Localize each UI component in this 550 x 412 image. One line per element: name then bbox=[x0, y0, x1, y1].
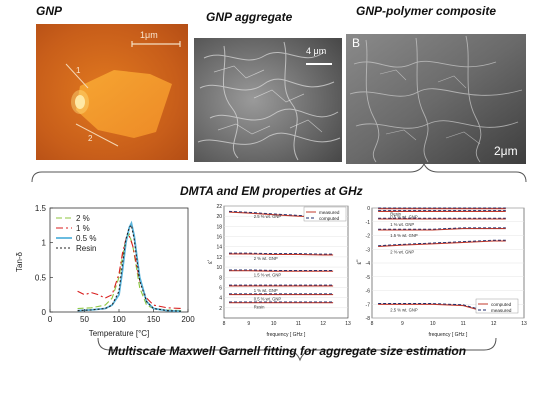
c2-legend-label: computed bbox=[319, 216, 340, 221]
c2-ytick-label: 20 bbox=[216, 214, 222, 220]
composite-title: GNP-polymer composite bbox=[356, 4, 497, 18]
c3-curve-label: 0.5 % wt. GNP bbox=[390, 214, 418, 219]
aggregate-title: GNP aggregate bbox=[206, 10, 293, 24]
c3-curve-label: 1.5 % wt. GNP bbox=[390, 233, 418, 238]
chart3-ylabel: ε'' bbox=[357, 260, 363, 265]
c2-series-line-b bbox=[229, 252, 334, 255]
c2-ytick-label: 4 bbox=[219, 296, 222, 302]
c3-ytick-label: -7 bbox=[366, 302, 371, 308]
c2-curve-label: Resin bbox=[254, 305, 265, 310]
c2-ytick-label: 12 bbox=[216, 255, 222, 261]
chart1-xtick-label: 0 bbox=[48, 315, 53, 324]
c2-legend-label: measured bbox=[319, 210, 340, 215]
c2-curve-label: 2 % wt. GNP bbox=[254, 256, 278, 261]
c3-ytick-label: -8 bbox=[366, 316, 371, 322]
chart2-xlabel: frequency [ GHz ] bbox=[267, 332, 307, 338]
c2-ytick-label: 22 bbox=[216, 204, 222, 210]
c3-ytick-label: -1 bbox=[366, 220, 371, 226]
c3-legend-box bbox=[475, 298, 519, 314]
c3-xtick-label: 9 bbox=[401, 321, 404, 327]
c3-ytick-label: -4 bbox=[366, 261, 371, 267]
c2-xtick-label: 10 bbox=[271, 321, 277, 327]
chart1-xtick-label: 200 bbox=[181, 315, 195, 324]
c2-ytick-label: 14 bbox=[216, 245, 222, 251]
chart1-plot-area bbox=[49, 207, 189, 313]
c2-curve-label: 0.5 % wt. GNP bbox=[254, 297, 282, 302]
aggregate-scalebar-label: 4 μm bbox=[306, 46, 327, 56]
epsilon-prime-chart: 2.5 % wt. GNP 2 % wt. GNP 1.5 % wt. GNP 1 %… bbox=[208, 204, 351, 338]
gnp-title: GNP bbox=[36, 4, 63, 18]
c2-curve-label: 1.5 % wt. GNP bbox=[254, 273, 282, 278]
c3-curve-label: Resin bbox=[390, 212, 401, 217]
chart1-ytick-label: 1 bbox=[42, 239, 47, 248]
composite-panel-letter: B bbox=[352, 36, 361, 50]
chart1-ytick-label: 0 bbox=[42, 308, 47, 317]
chart1-ylabel: Tan-δ bbox=[15, 251, 24, 272]
c3-legend-label: computed bbox=[491, 302, 512, 307]
sem-aggregate-image: 4 μm bbox=[194, 38, 342, 162]
afm-scalebar-label: 1μm bbox=[140, 30, 158, 40]
c3-ytick-label: 0 bbox=[367, 206, 370, 212]
c2-xtick-label: 11 bbox=[296, 321, 301, 327]
c2-ytick-label: 18 bbox=[216, 224, 222, 230]
c2-curve-label: 2.5 % wt. GNP bbox=[254, 214, 282, 219]
c3-xtick-label: 11 bbox=[461, 321, 466, 327]
c3-xtick-label: 13 bbox=[521, 321, 527, 327]
chart1-xlabel: Temperature [°C] bbox=[89, 329, 150, 338]
chart1-legend-label: 1 % bbox=[76, 224, 90, 233]
c3-curve-label: 1 % wt. GNP bbox=[390, 222, 414, 227]
c3-xtick-label: 10 bbox=[430, 321, 436, 327]
c2-curve-label: 1 % wt. GNP bbox=[254, 288, 278, 293]
chart1-series-line bbox=[77, 224, 182, 312]
c2-ytick-label: 2 bbox=[219, 306, 222, 312]
chart1-legend-label: 2 % bbox=[76, 214, 90, 223]
c3-ytick-label: -3 bbox=[366, 247, 371, 253]
c3-ytick-label: -6 bbox=[366, 289, 371, 295]
bottom-brace bbox=[97, 337, 497, 362]
c2-ytick-label: 6 bbox=[219, 285, 222, 291]
chart2-plot-area bbox=[223, 205, 349, 319]
c3-series-line-a bbox=[378, 240, 506, 248]
afm-line2-label: 2 bbox=[88, 134, 93, 143]
c2-series-line-a bbox=[229, 270, 334, 272]
c2-ytick-label: 16 bbox=[216, 235, 222, 241]
c3-ytick-label: -2 bbox=[366, 234, 371, 240]
fitting-title: Multiscale Maxwell Garnell fitting for a… bbox=[108, 344, 467, 358]
c3-series-line-b bbox=[378, 227, 506, 230]
chart1-xtick-label: 100 bbox=[112, 315, 126, 324]
top-brace bbox=[31, 162, 527, 183]
chart1-xtick-label: 50 bbox=[80, 315, 89, 324]
dmta-title: DMTA and EM properties at GHz bbox=[180, 184, 363, 198]
c2-ytick-label: 10 bbox=[216, 265, 222, 271]
sem-composite-image: B 2μm bbox=[346, 34, 526, 164]
composite-scalebar-label: 2μm bbox=[494, 144, 518, 158]
c3-series-line-b bbox=[378, 239, 506, 247]
c2-xtick-label: 8 bbox=[223, 321, 226, 327]
c3-series-line-a bbox=[378, 228, 506, 231]
chart3-xlabel: frequency [ GHz ] bbox=[429, 332, 469, 338]
c3-curve-label: 2 % wt. GNP bbox=[390, 250, 414, 255]
c3-xtick-label: 8 bbox=[371, 321, 374, 327]
c2-xtick-label: 13 bbox=[345, 321, 351, 327]
chart1-ytick-label: 0.5 bbox=[35, 273, 47, 282]
c2-series-line-a bbox=[229, 253, 334, 256]
afm-line1-label: 1 bbox=[76, 66, 81, 75]
c2-series-line-b bbox=[229, 269, 334, 271]
chart1-legend-label: Resin bbox=[76, 244, 96, 253]
chart1-ytick-label: 1.5 bbox=[35, 204, 47, 213]
tan-delta-chart: 0 50 100 150 200 0 0.5 1 1.5 2 %1 %0.5 %Resin Ta… bbox=[15, 204, 195, 338]
c3-curve-label: 2.5 % wt. GNP bbox=[390, 307, 418, 312]
chart1-xtick-label: 150 bbox=[147, 315, 161, 324]
chart1-legend-label: 0.5 % bbox=[76, 234, 96, 243]
c3-xtick-label: 12 bbox=[491, 321, 497, 327]
c2-xtick-label: 12 bbox=[320, 321, 326, 327]
c2-xtick-label: 9 bbox=[247, 321, 250, 327]
afm-image: 1μm 1 2 bbox=[36, 24, 188, 160]
c2-legend-box bbox=[303, 206, 347, 222]
c3-legend-label: measured bbox=[491, 308, 512, 313]
c2-ytick-label: 8 bbox=[219, 275, 222, 281]
chart2-ylabel: ε' bbox=[208, 260, 214, 264]
c3-ytick-label: -5 bbox=[366, 275, 371, 281]
